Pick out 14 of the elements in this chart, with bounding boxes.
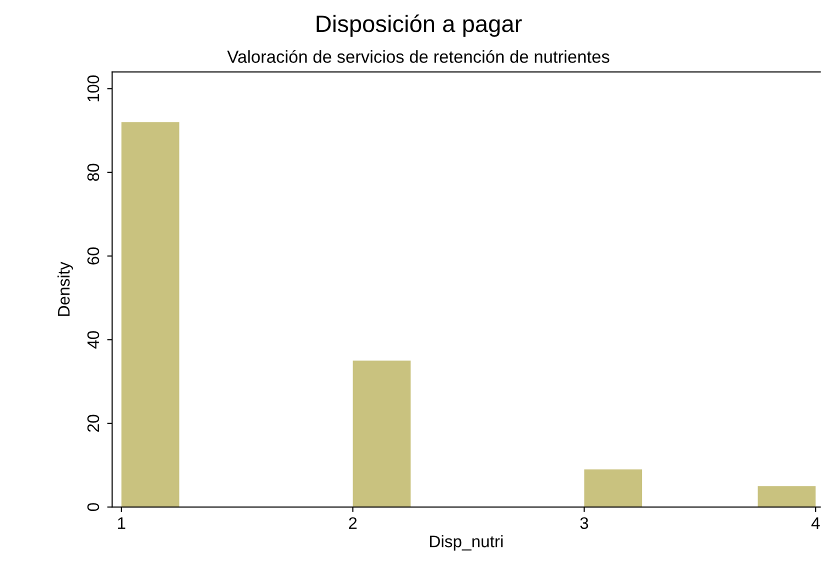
x-tick-label: 4 (811, 517, 820, 529)
y-tick-label: 20 (87, 414, 100, 432)
y-tick-label: 80 (87, 164, 100, 181)
y-tick-label: 100 (87, 75, 100, 102)
y-tick-label: 0 (87, 503, 100, 512)
chart-subtitle: Valoración de servicios de retención de nutrientes (227, 50, 610, 63)
x-axis-title: Disp_nutri (430, 535, 503, 551)
y-tick-label: 60 (87, 247, 100, 264)
x-tick-label: 1 (118, 517, 126, 529)
x-tick-label: 2 (349, 517, 357, 529)
y-tick-label: 40 (87, 331, 100, 349)
chart-title: Disposición a pagar (316, 14, 522, 37)
x-tick-label: 3 (580, 517, 588, 530)
y-axis-title: Density (57, 262, 74, 316)
